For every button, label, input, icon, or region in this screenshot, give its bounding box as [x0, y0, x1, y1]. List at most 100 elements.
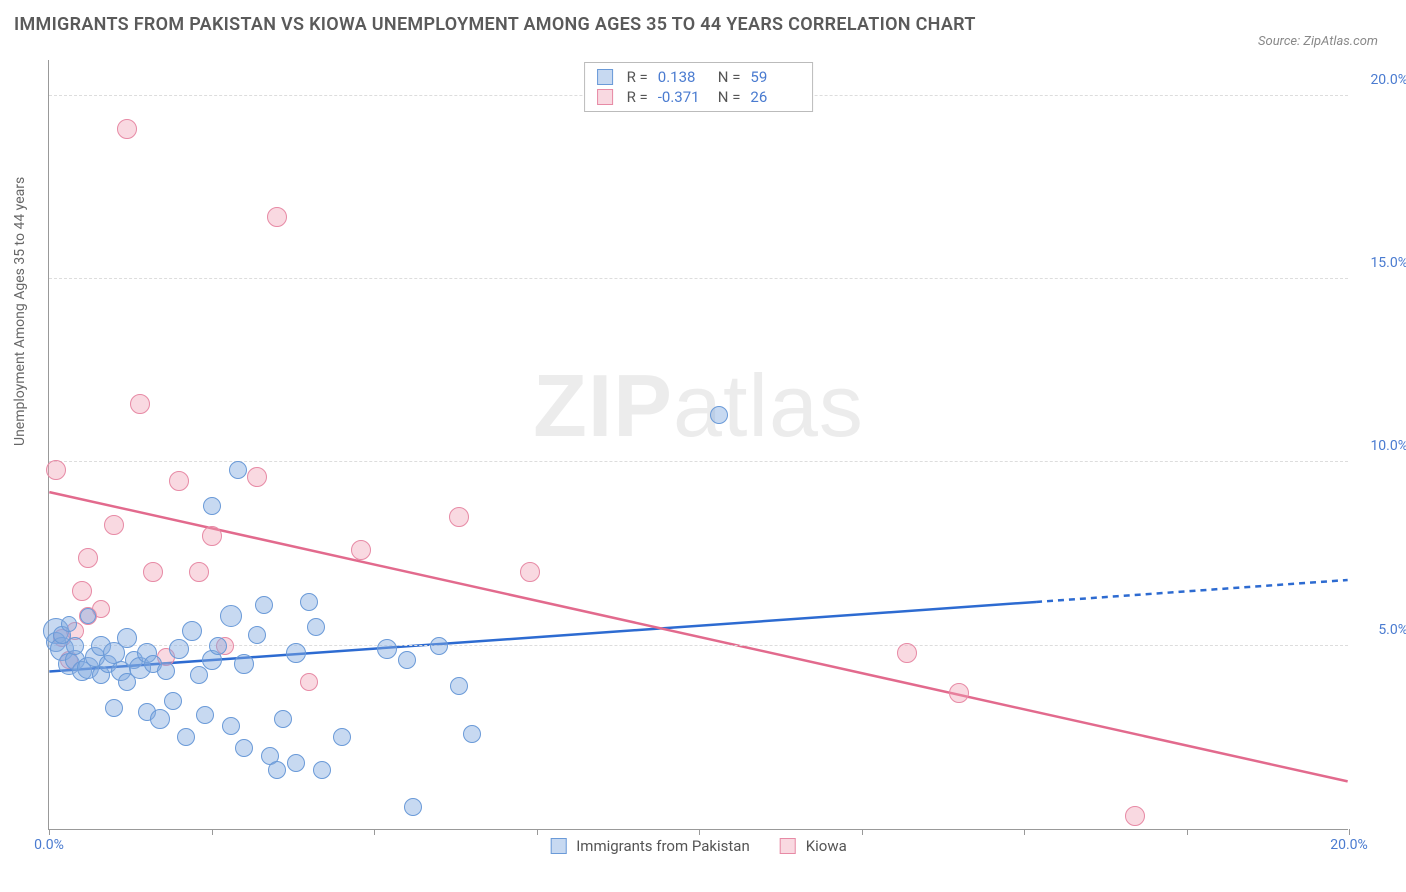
data-point-kiowa — [247, 467, 267, 487]
data-point-pakistan — [235, 739, 253, 757]
data-point-kiowa — [449, 507, 469, 527]
data-point-kiowa — [169, 471, 189, 491]
x-tick-label: 20.0% — [1330, 837, 1368, 853]
data-point-pakistan — [182, 621, 202, 641]
r-label: R = — [627, 88, 648, 106]
n-value-pakistan: 59 — [750, 68, 800, 86]
x-tick — [1024, 829, 1025, 835]
data-point-pakistan — [286, 643, 306, 663]
data-point-pakistan — [274, 710, 292, 728]
data-point-kiowa — [78, 548, 98, 568]
grid-line — [49, 645, 1348, 646]
swatch-pakistan — [550, 838, 566, 854]
x-tick — [699, 829, 700, 835]
legend-label-kiowa: Kiowa — [806, 837, 847, 855]
data-point-pakistan — [61, 616, 77, 632]
stats-row-pakistan: R = 0.138 N = 59 — [597, 67, 801, 87]
data-point-kiowa — [189, 562, 209, 582]
source-credit: Source: ZipAtlas.com — [1258, 34, 1378, 49]
legend-label-pakistan: Immigrants from Pakistan — [576, 837, 750, 855]
x-tick — [212, 829, 213, 835]
data-point-pakistan — [430, 637, 448, 655]
swatch-kiowa — [597, 89, 613, 105]
data-point-pakistan — [117, 628, 137, 648]
chart-title: IMMIGRANTS FROM PAKISTAN VS KIOWA UNEMPL… — [14, 14, 976, 35]
data-point-pakistan — [220, 605, 242, 627]
stats-row-kiowa: R = -0.371 N = 26 — [597, 87, 801, 107]
swatch-pakistan — [597, 69, 613, 85]
data-point-kiowa — [104, 515, 124, 535]
grid-line — [49, 461, 1348, 462]
data-point-pakistan — [377, 639, 397, 659]
y-tick-label: 10.0% — [1370, 438, 1406, 454]
data-point-pakistan — [209, 637, 227, 655]
data-point-pakistan — [190, 666, 208, 684]
plot-area: ZIPatlas R = 0.138 N = 59 R = -0.371 N =… — [48, 60, 1348, 830]
data-point-kiowa — [267, 207, 287, 227]
data-point-pakistan — [234, 654, 254, 674]
data-point-pakistan — [307, 618, 325, 636]
data-point-pakistan — [157, 662, 175, 680]
y-tick-label: 5.0% — [1378, 622, 1406, 638]
data-point-pakistan — [248, 626, 266, 644]
grid-line — [49, 278, 1348, 279]
data-point-kiowa — [202, 526, 222, 546]
x-tick — [1187, 829, 1188, 835]
trend-lines — [49, 60, 1348, 829]
x-tick — [862, 829, 863, 835]
data-point-pakistan — [222, 717, 240, 735]
stats-legend: R = 0.138 N = 59 R = -0.371 N = 26 — [584, 62, 814, 112]
data-point-kiowa — [520, 562, 540, 582]
data-point-pakistan — [300, 593, 318, 611]
data-point-pakistan — [150, 709, 170, 729]
n-value-kiowa: 26 — [750, 88, 800, 106]
data-point-pakistan — [177, 728, 195, 746]
data-point-pakistan — [66, 637, 84, 655]
correlation-chart: IMMIGRANTS FROM PAKISTAN VS KIOWA UNEMPL… — [0, 0, 1406, 892]
data-point-pakistan — [203, 497, 221, 515]
data-point-kiowa — [351, 540, 371, 560]
watermark: ZIPatlas — [533, 355, 864, 457]
y-axis-label: Unemployment Among Ages 35 to 44 years — [12, 177, 28, 446]
data-point-pakistan — [105, 699, 123, 717]
data-point-pakistan — [450, 677, 468, 695]
x-tick — [537, 829, 538, 835]
data-point-pakistan — [313, 761, 331, 779]
y-tick-label: 20.0% — [1370, 72, 1406, 88]
swatch-kiowa — [780, 838, 796, 854]
data-point-kiowa — [1125, 806, 1145, 826]
r-value-pakistan: 0.138 — [658, 68, 708, 86]
legend-item-kiowa: Kiowa — [780, 837, 847, 855]
series-legend: Immigrants from Pakistan Kiowa — [550, 837, 847, 855]
data-point-pakistan — [398, 651, 416, 669]
x-tick — [1349, 829, 1350, 835]
data-point-kiowa — [72, 581, 92, 601]
data-point-pakistan — [164, 692, 182, 710]
x-tick — [374, 829, 375, 835]
data-point-pakistan — [229, 461, 247, 479]
data-point-pakistan — [404, 798, 422, 816]
data-point-pakistan — [80, 608, 96, 624]
x-tick — [49, 829, 50, 835]
data-point-kiowa — [300, 673, 318, 691]
data-point-kiowa — [143, 562, 163, 582]
data-point-pakistan — [287, 754, 305, 772]
legend-item-pakistan: Immigrants from Pakistan — [550, 837, 750, 855]
data-point-kiowa — [130, 394, 150, 414]
r-value-kiowa: -0.371 — [658, 88, 708, 106]
data-point-kiowa — [897, 643, 917, 663]
data-point-kiowa — [46, 460, 66, 480]
y-tick-label: 15.0% — [1370, 255, 1406, 271]
data-point-pakistan — [710, 406, 728, 424]
data-point-pakistan — [333, 728, 351, 746]
data-point-pakistan — [463, 725, 481, 743]
data-point-pakistan — [255, 596, 273, 614]
data-point-pakistan — [268, 761, 286, 779]
r-label: R = — [627, 68, 648, 86]
data-point-pakistan — [169, 639, 189, 659]
data-point-kiowa — [117, 119, 137, 139]
n-label: N = — [718, 68, 741, 86]
data-point-kiowa — [949, 683, 969, 703]
n-label: N = — [718, 88, 741, 106]
data-point-pakistan — [196, 706, 214, 724]
